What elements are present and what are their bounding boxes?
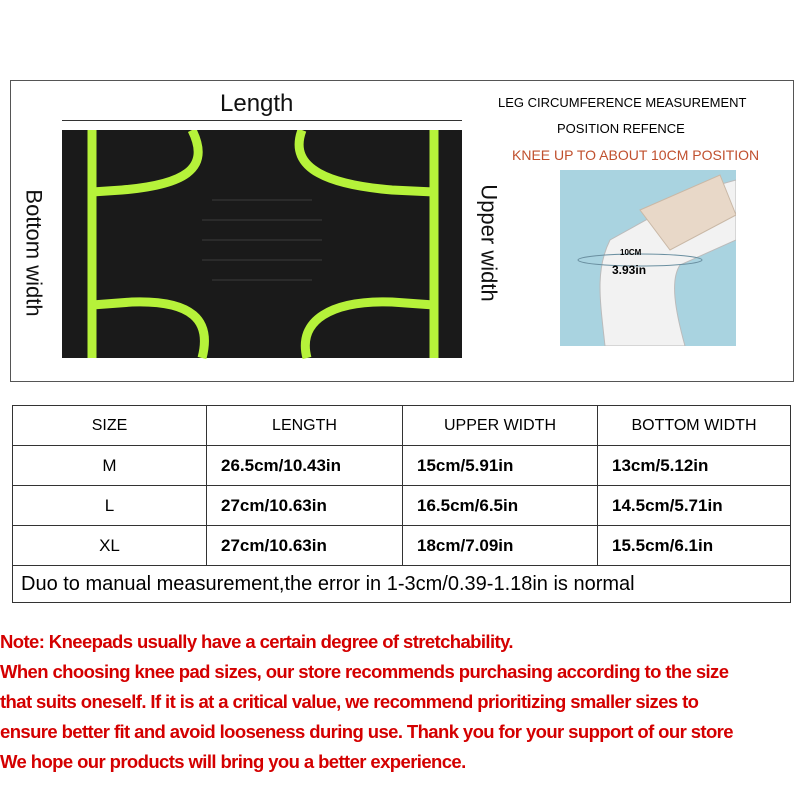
knee-cm-label: 10CM <box>620 248 642 257</box>
note-line: When choosing knee pad sizes, our store … <box>0 661 729 682</box>
bottom-width-label: Bottom width <box>21 189 47 317</box>
header-bottom-width: BOTTOM WIDTH <box>597 405 791 446</box>
length-label: Length <box>220 90 294 117</box>
header-length: LENGTH <box>206 405 403 446</box>
note-line: We hope our products will bring you a be… <box>0 751 466 772</box>
reference-title-2: POSITION REFENCE <box>557 121 685 136</box>
header-upper-width: UPPER WIDTH <box>402 405 598 446</box>
size-table: SIZE LENGTH UPPER WIDTH BOTTOM WIDTH M 2… <box>12 405 791 603</box>
knee-in-label: 3.93in <box>612 263 647 277</box>
note-line: Note: Kneepads usually have a certain de… <box>0 631 514 652</box>
upper-width-cell: 18cm/7.09in <box>402 525 598 566</box>
reference-title-1: LEG CIRCUMFERENCE MEASUREMENT <box>498 95 747 110</box>
header-size: SIZE <box>12 405 207 446</box>
notes-block: Note: Kneepads usually have a certain de… <box>0 627 734 777</box>
table-footnote-row: Duo to manual measurement,the error in 1… <box>12 565 791 603</box>
diagram-box <box>10 80 794 382</box>
bottom-width-cell: 14.5cm/5.71in <box>597 485 791 526</box>
length-cell: 27cm/10.63in <box>206 485 403 526</box>
bottom-width-cell: 15.5cm/6.1in <box>597 525 791 566</box>
bottom-width-cell: 13cm/5.12in <box>597 445 791 486</box>
size-cell: L <box>12 485 207 526</box>
knee-measurement-illustration: 10CM 3.93in <box>560 170 736 346</box>
reference-subtitle: KNEE UP TO ABOUT 10CM POSITION <box>512 147 760 163</box>
table-row: XL 27cm/10.63in 18cm/7.09in 15.5cm/6.1in <box>12 525 791 566</box>
size-cell: M <box>12 445 207 486</box>
upper-width-cell: 16.5cm/6.5in <box>402 485 598 526</box>
size-cell: XL <box>12 525 207 566</box>
note-line: ensure better fit and avoid looseness du… <box>0 721 734 742</box>
upper-width-label: Upper width <box>476 184 502 302</box>
length-cell: 26.5cm/10.43in <box>206 445 403 486</box>
length-cell: 27cm/10.63in <box>206 525 403 566</box>
table-row: L 27cm/10.63in 16.5cm/6.5in 14.5cm/5.71i… <box>12 485 791 526</box>
knee-sleeve-image <box>62 130 462 360</box>
note-line: that suits oneself. If it is at a critic… <box>0 691 699 712</box>
length-dimension-line <box>62 120 462 122</box>
upper-width-cell: 15cm/5.91in <box>402 445 598 486</box>
table-row: M 26.5cm/10.43in 15cm/5.91in 13cm/5.12in <box>12 445 791 486</box>
table-footnote: Duo to manual measurement,the error in 1… <box>12 565 791 603</box>
table-header-row: SIZE LENGTH UPPER WIDTH BOTTOM WIDTH <box>12 405 791 446</box>
